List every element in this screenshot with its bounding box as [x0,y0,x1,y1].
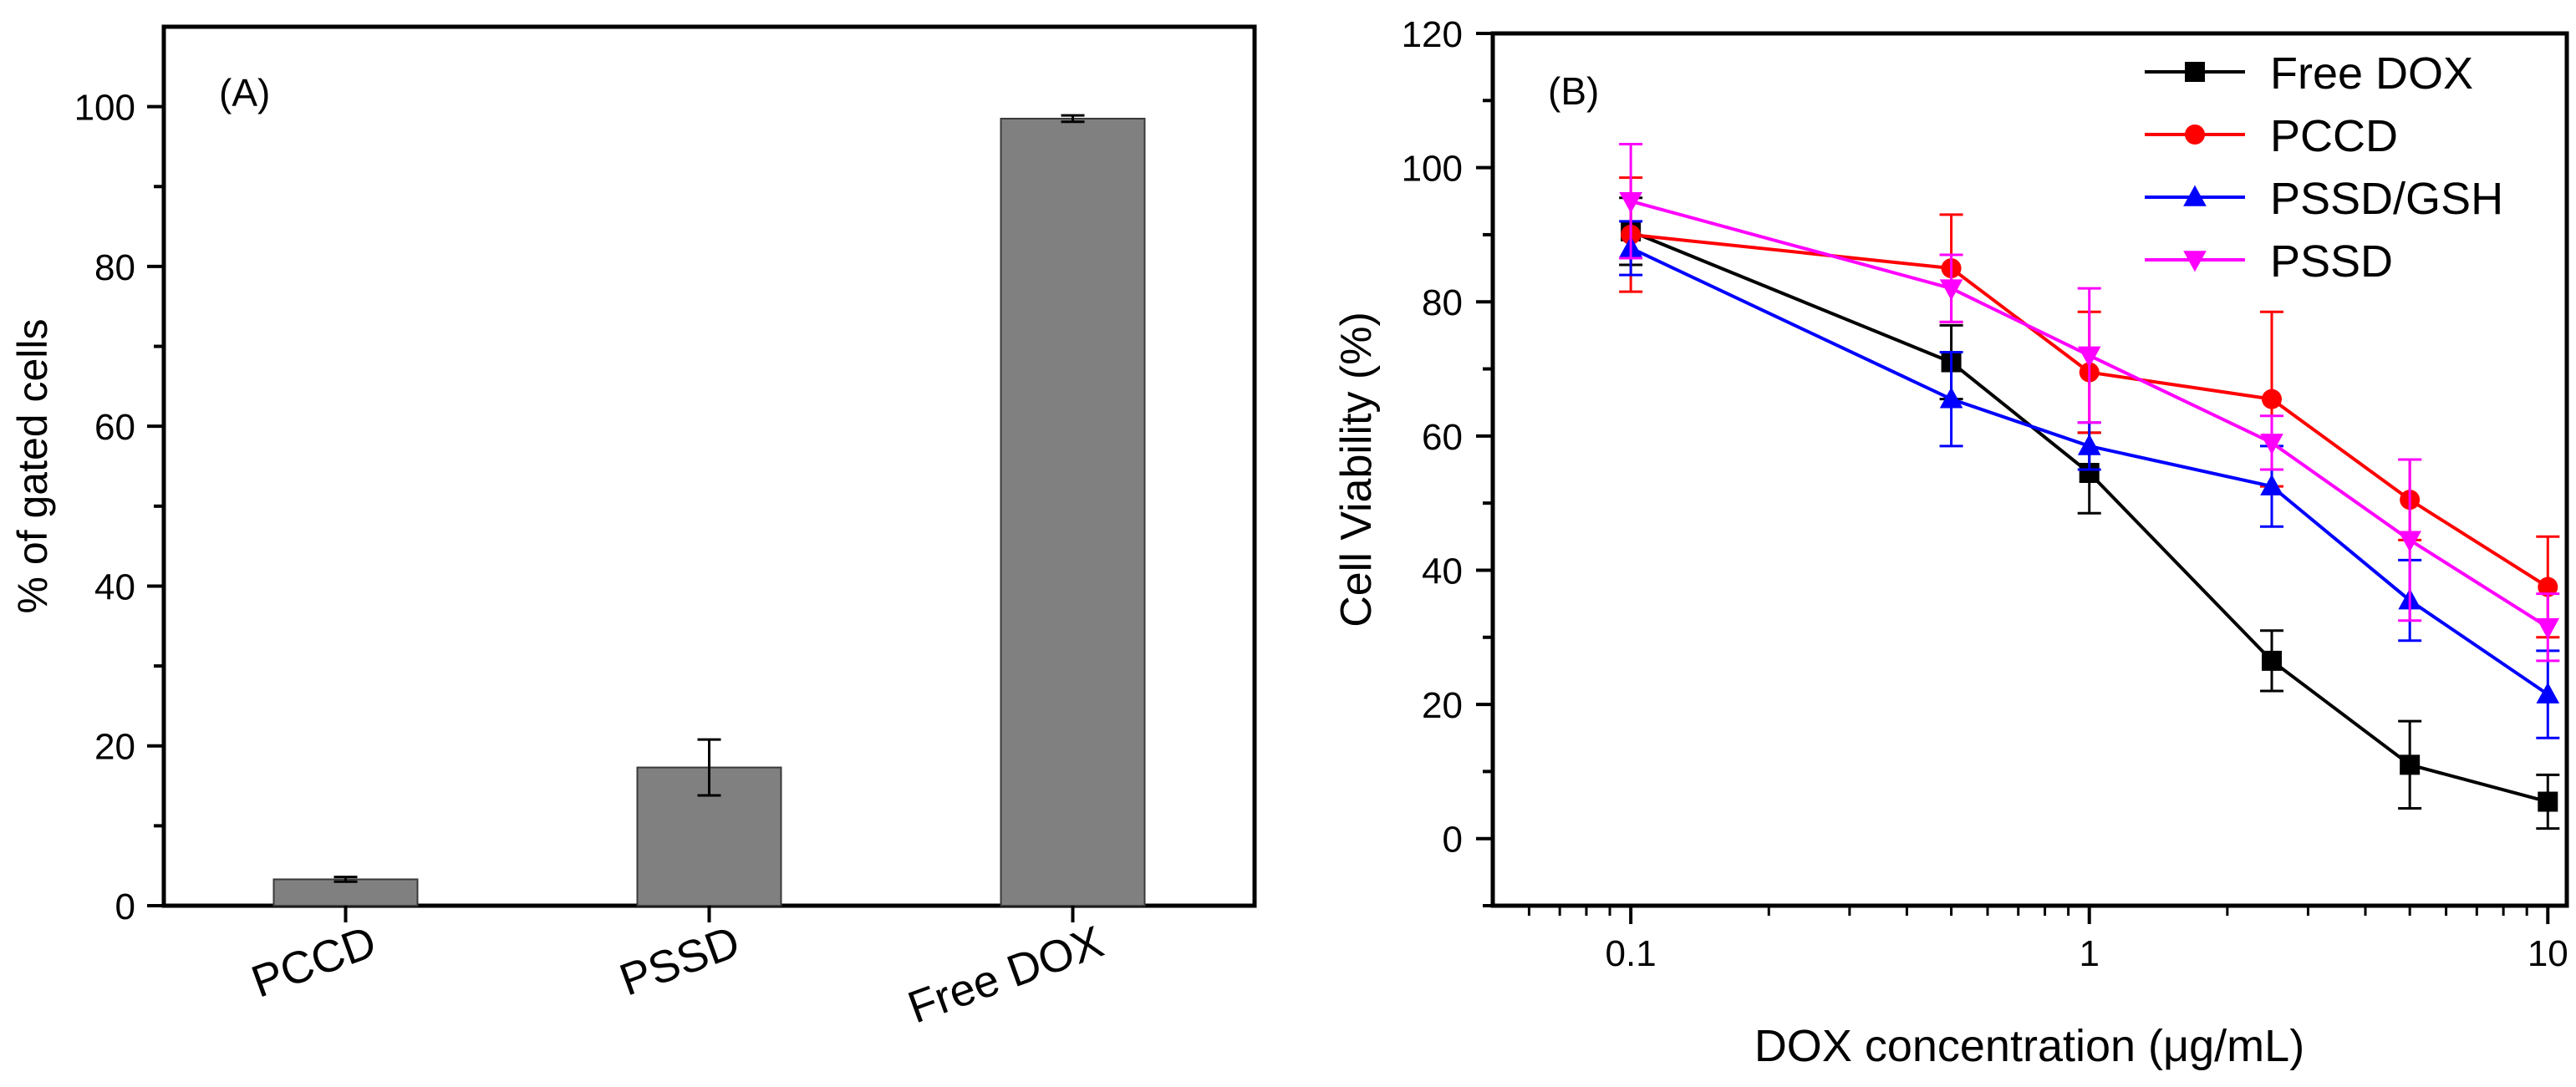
chart-b-ylabel: Cell Viability (%) [1332,312,1381,627]
chart-b-line [1630,232,2549,589]
chart-a-x-axis: PCCD PSSD Free DOX [245,906,1110,1034]
chart-b-legend-label: PSSD/GSH [2270,174,2503,224]
chart-b-point [2536,682,2560,704]
chart-b-x-axis: 0.1 1 10 [1527,906,2568,974]
chart-b-point [2260,434,2283,455]
chart-b-point [2262,650,2283,671]
chart-a-bar [1000,117,1146,907]
chart-b-legend-marker [2185,62,2205,82]
chart-b-legend-label: PCCD [2270,111,2398,161]
chart-b-ytick-label: 40 [1422,551,1463,592]
chart-b-point [2538,791,2558,812]
chart-b-xlabel: DOX concentration (μg/mL) [1754,1021,2304,1071]
chart-b-series [1619,143,2560,830]
chart-a-ytick-label: 80 [94,247,135,288]
chart-b-point [1939,279,1963,301]
chart-a-bars [272,114,1146,907]
chart-b-point [2538,577,2558,597]
chart-b-ytick-label: 80 [1422,282,1463,323]
chart-b-xtick-label: 1 [2079,933,2099,974]
chart-b-point [2260,474,2283,495]
chart-b-legend-marker [2185,124,2205,145]
chart-b-frame [1490,31,2569,908]
chart-b-panel-label: (B) [1548,69,1599,113]
chart-b-point [1619,191,1642,214]
chart-b-ytick-label: 20 [1422,685,1463,726]
chart-a-xtick-label: Free DOX [902,917,1110,1034]
chart-b-legend: Free DOX PCCD PSSD/GSH PSSD [2145,48,2503,287]
chart-b-legend-marker [2183,251,2207,272]
chart-b-legend-marker [2183,185,2207,206]
chart-b-ytick-label: 120 [1402,14,1463,55]
chart-b-legend-label: PSSD [2270,236,2393,287]
chart-a-ytick-label: 60 [94,407,135,448]
chart-b-point [2262,389,2283,409]
chart-b-ytick-label: 100 [1402,149,1463,190]
chart-b-legend-label: Free DOX [2270,48,2473,99]
chart-b-y-axis: 0 20 40 60 80 100 120 [1402,14,1493,907]
chart-b-point [2077,434,2101,455]
chart-b-ytick-label: 60 [1422,417,1463,458]
chart-a-bar [272,878,419,907]
chart-a-ytick-label: 100 [74,88,135,129]
chart-b-xtick-label: 0.1 [1606,933,1657,974]
chart-a-ytick-label: 40 [94,566,135,607]
chart-a-ylabel: % of gated cells [9,319,56,614]
chart-b-point [2398,531,2421,552]
chart-a-xtick-label: PCCD [245,917,382,1008]
chart-b-xtick-label: 10 [2528,933,2568,974]
chart-b: (B) 0 20 40 60 80 100 120 0.1 1 10 Free DOX PCCD P… [1332,14,2569,1071]
chart-b-ytick-label: 0 [1443,820,1463,861]
chart-b-line [1630,199,2549,629]
chart-a-panel-label: (A) [219,71,270,114]
chart-b-point [2536,617,2560,640]
chart-a-ytick-label: 20 [94,727,135,768]
chart-a-ytick-label: 0 [115,886,135,927]
chart-b-series-pssd [1619,143,2560,663]
chart-a-y-axis: 0 20 40 60 80 100 [74,88,164,927]
chart-b-line [1630,246,2549,696]
chart-b-point [2400,754,2421,775]
chart-b-point [2077,346,2101,368]
chart-a: (A) 0 20 40 60 80 100 PCCD PSSD Free DOX % of g… [9,24,1257,1034]
chart-b-line [1630,230,2548,804]
chart-a-xtick-label: PSSD [613,917,746,1006]
chart-b-point [1939,387,1963,409]
